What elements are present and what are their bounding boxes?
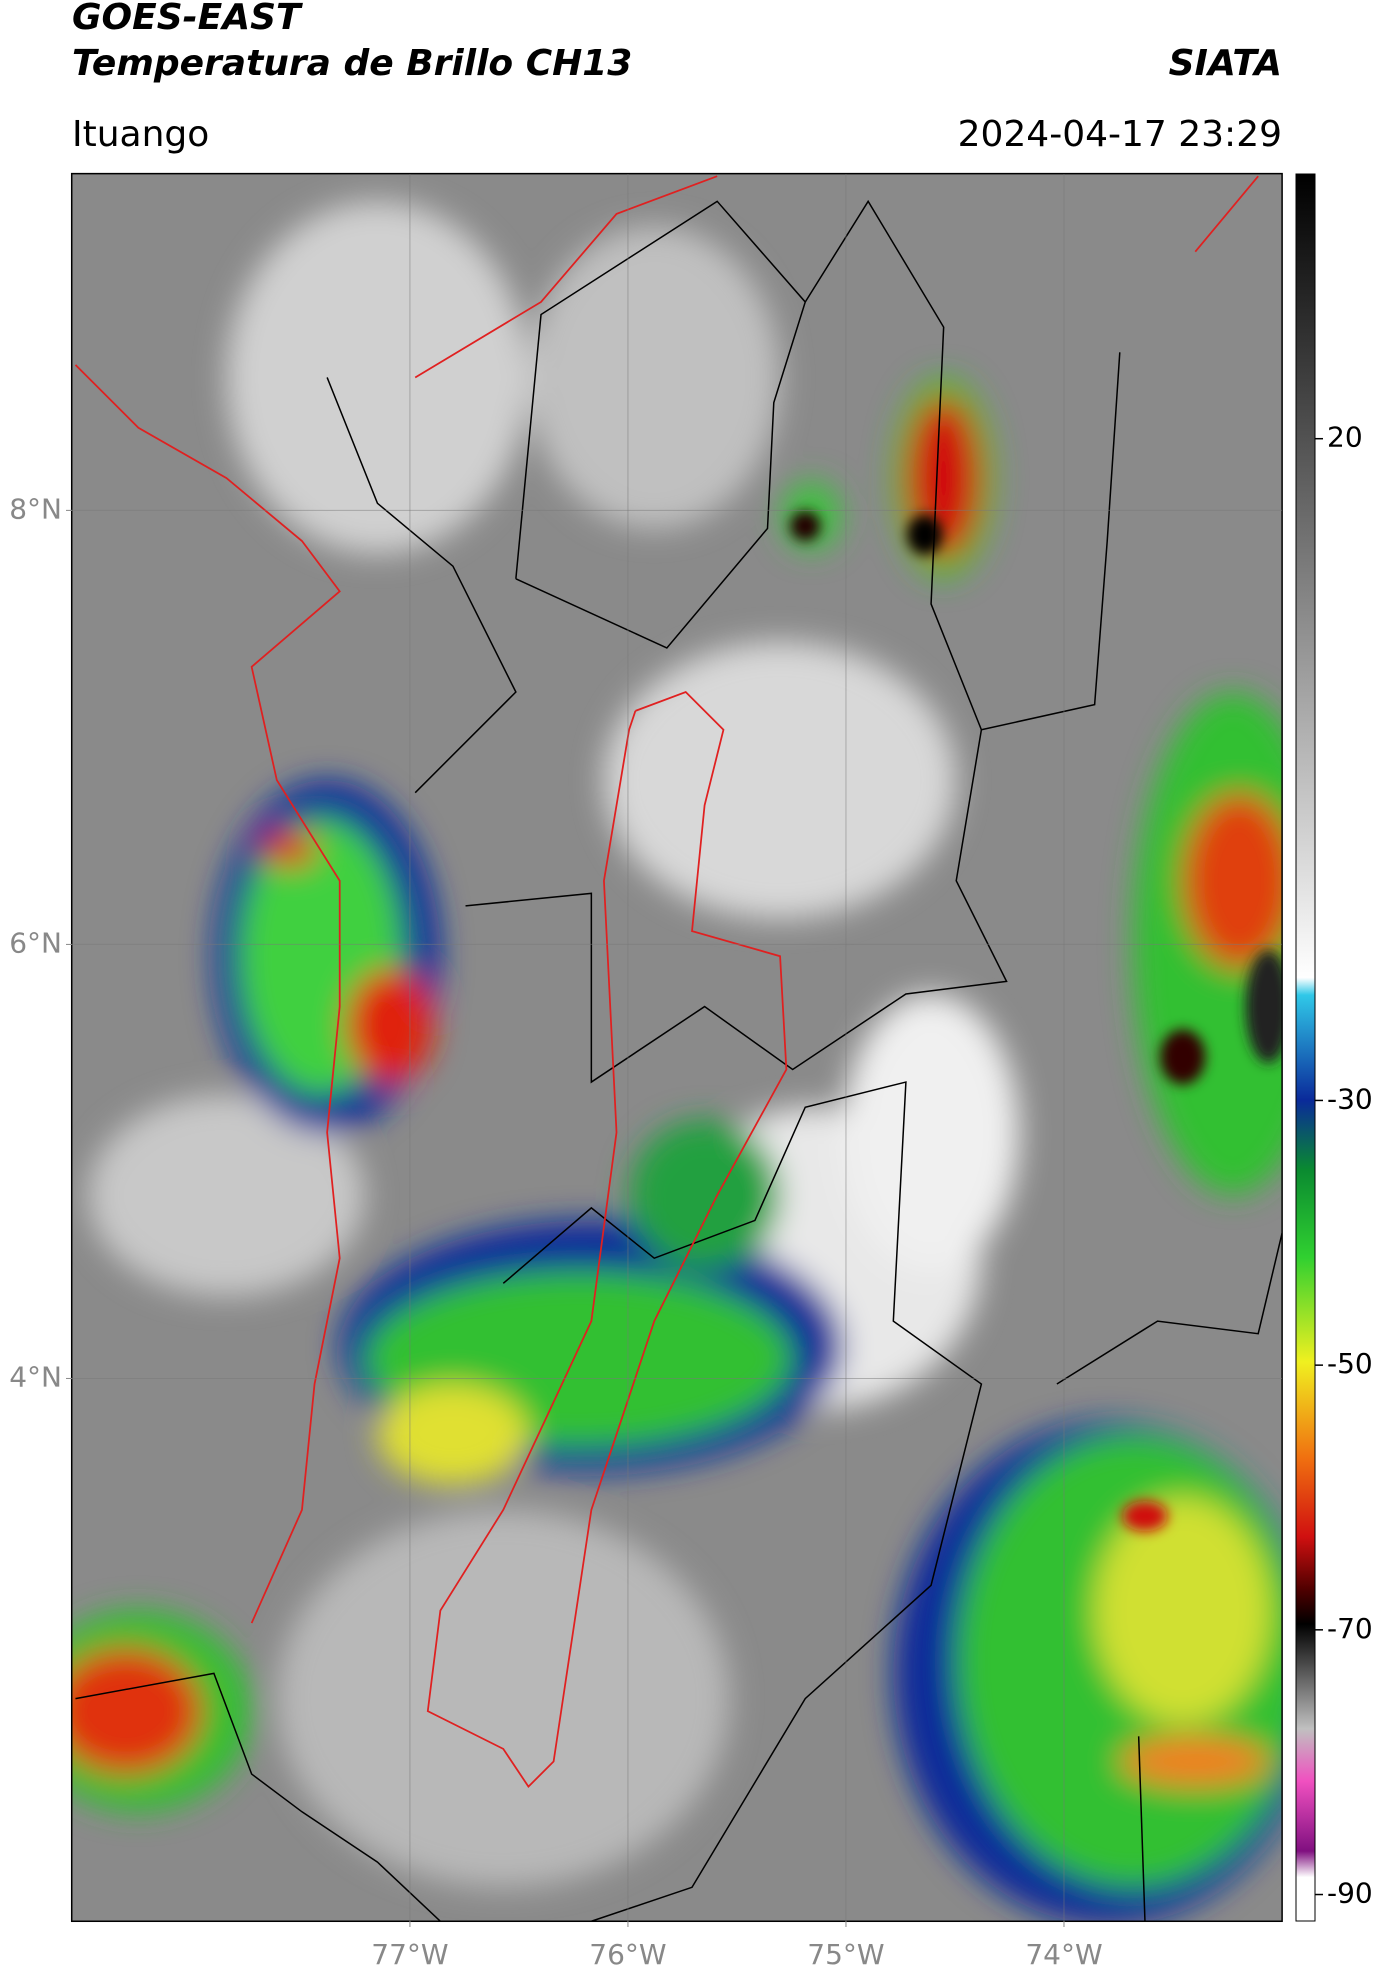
colorbar-tick-label: -50: [1327, 1347, 1373, 1380]
brand: SIATA: [1169, 43, 1282, 84]
colorbar: [1295, 173, 1316, 1922]
colorbar-tick-label: -30: [1327, 1082, 1373, 1115]
satellite-image: [70, 172, 1283, 1923]
x-tick-label: 74°W: [1025, 1938, 1102, 1971]
x-tick-label: 75°W: [807, 1938, 884, 1971]
subtitle: Temperatura de Brillo CH13: [72, 43, 632, 84]
datetime: 2024-04-17 23:29: [958, 114, 1282, 155]
colorbar-tick-label: 20: [1327, 421, 1363, 454]
x-tick-label: 77°W: [371, 1938, 448, 1971]
ituango-boundary: [74, 175, 1259, 1789]
y-tick-label: 6°N: [9, 926, 62, 959]
colorbar-tick-label: -90: [1327, 1877, 1373, 1910]
x-tick-label: 76°W: [589, 1938, 666, 1971]
y-tick-label: 8°N: [9, 492, 62, 525]
title: GOES-EAST: [72, 0, 303, 38]
location: Ituango: [72, 114, 209, 155]
colorbar-tick-label: -70: [1327, 1612, 1373, 1645]
borders: [75, 199, 1283, 1922]
y-tick-label: 4°N: [9, 1360, 62, 1393]
